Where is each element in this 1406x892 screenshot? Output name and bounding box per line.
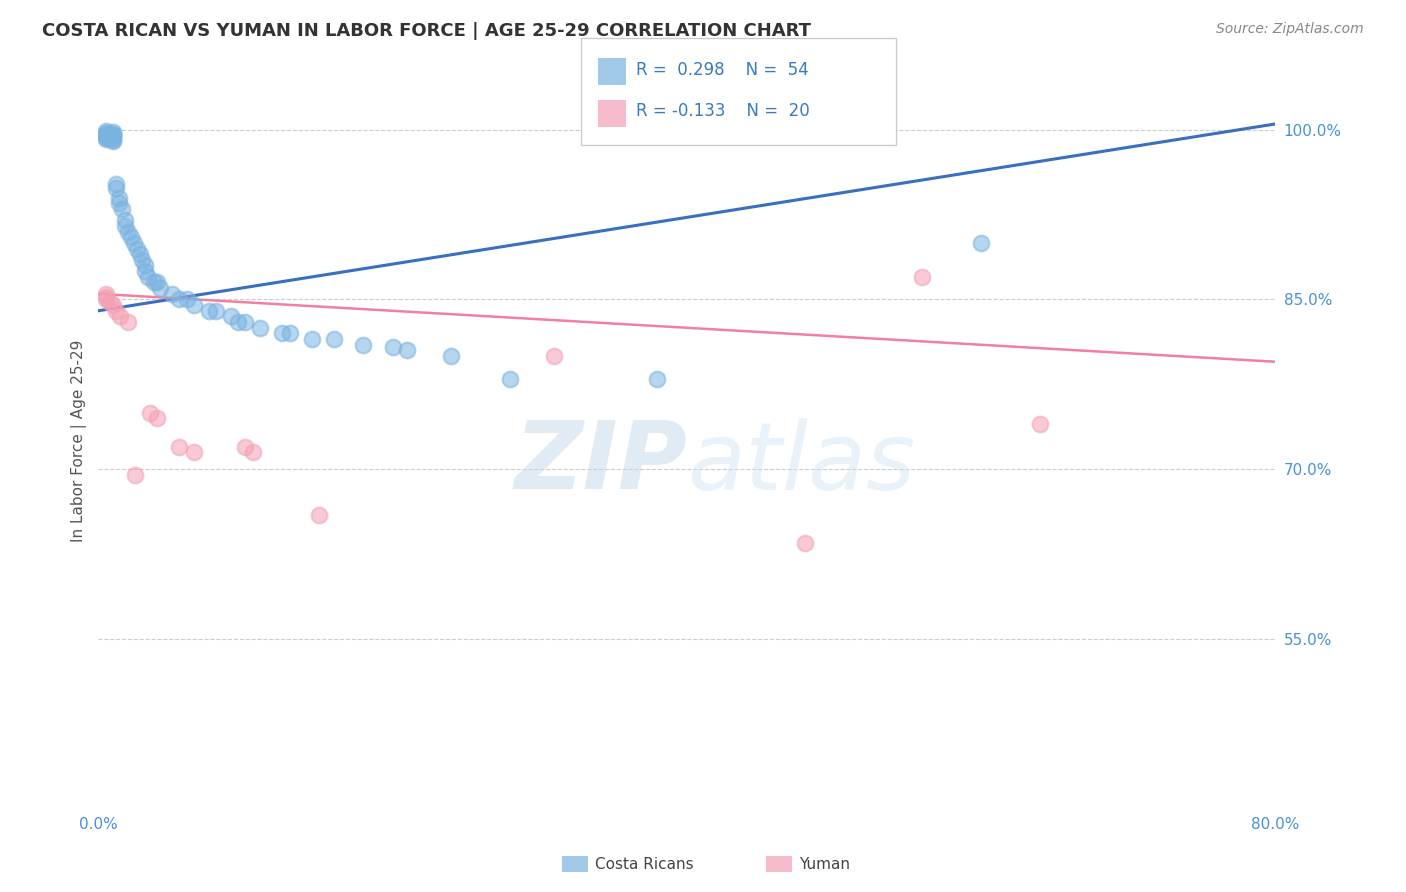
- Point: [183, 445, 205, 459]
- Point: [149, 281, 172, 295]
- Point: [647, 372, 669, 386]
- Point: [105, 303, 128, 318]
- Point: [111, 202, 134, 216]
- Point: [249, 320, 271, 334]
- Point: [117, 315, 139, 329]
- Point: [381, 340, 404, 354]
- Text: atlas: atlas: [688, 417, 915, 508]
- Point: [94, 129, 117, 144]
- Point: [131, 252, 153, 267]
- Point: [122, 235, 145, 250]
- Point: [105, 177, 128, 191]
- Point: [160, 286, 183, 301]
- Text: COSTA RICAN VS YUMAN IN LABOR FORCE | AGE 25-29 CORRELATION CHART: COSTA RICAN VS YUMAN IN LABOR FORCE | AG…: [42, 22, 811, 40]
- Point: [271, 326, 294, 341]
- Point: [235, 440, 257, 454]
- Point: [138, 269, 160, 284]
- Point: [911, 269, 934, 284]
- Text: ZIP: ZIP: [515, 417, 688, 509]
- Point: [108, 190, 131, 204]
- Point: [139, 406, 162, 420]
- Point: [205, 303, 228, 318]
- Point: [146, 276, 169, 290]
- Point: [970, 235, 993, 250]
- Point: [105, 181, 128, 195]
- Point: [101, 129, 124, 144]
- Point: [117, 225, 139, 239]
- Point: [94, 128, 117, 143]
- Point: [94, 126, 117, 140]
- Point: [176, 293, 198, 307]
- Point: [98, 294, 121, 309]
- Point: [101, 134, 124, 148]
- Point: [94, 131, 117, 145]
- Point: [143, 276, 166, 290]
- Point: [114, 219, 136, 233]
- Point: [169, 440, 191, 454]
- Text: Source: ZipAtlas.com: Source: ZipAtlas.com: [1216, 22, 1364, 37]
- Point: [242, 445, 264, 459]
- Point: [101, 133, 124, 147]
- Point: [101, 127, 124, 141]
- Point: [94, 124, 117, 138]
- Point: [301, 332, 323, 346]
- Point: [94, 130, 117, 145]
- Point: [219, 310, 242, 324]
- Point: [322, 332, 344, 346]
- Point: [101, 130, 124, 145]
- Point: [278, 326, 301, 341]
- Point: [110, 310, 132, 324]
- Point: [499, 372, 522, 386]
- Point: [352, 338, 374, 352]
- Point: [120, 230, 142, 244]
- Point: [94, 286, 117, 301]
- Point: [308, 508, 330, 522]
- Point: [125, 242, 148, 256]
- Point: [101, 125, 124, 139]
- Point: [146, 411, 169, 425]
- Point: [183, 298, 205, 312]
- Text: R = -0.133    N =  20: R = -0.133 N = 20: [636, 103, 810, 120]
- Point: [169, 293, 191, 307]
- Point: [793, 536, 815, 550]
- Point: [235, 315, 257, 329]
- Text: Costa Ricans: Costa Ricans: [595, 857, 693, 871]
- Point: [134, 259, 156, 273]
- Text: Yuman: Yuman: [799, 857, 849, 871]
- Point: [124, 468, 146, 483]
- Point: [114, 213, 136, 227]
- Point: [101, 128, 124, 143]
- Point: [108, 196, 131, 211]
- Point: [94, 293, 117, 307]
- Point: [128, 247, 150, 261]
- Point: [197, 303, 219, 318]
- Point: [1029, 417, 1052, 431]
- Point: [101, 298, 124, 312]
- Text: R =  0.298    N =  54: R = 0.298 N = 54: [636, 61, 808, 78]
- Point: [226, 315, 249, 329]
- Point: [543, 349, 565, 363]
- Point: [440, 349, 463, 363]
- Y-axis label: In Labor Force | Age 25-29: In Labor Force | Age 25-29: [72, 340, 87, 542]
- Point: [396, 343, 419, 358]
- Point: [94, 127, 117, 141]
- Point: [134, 264, 156, 278]
- Point: [94, 290, 117, 304]
